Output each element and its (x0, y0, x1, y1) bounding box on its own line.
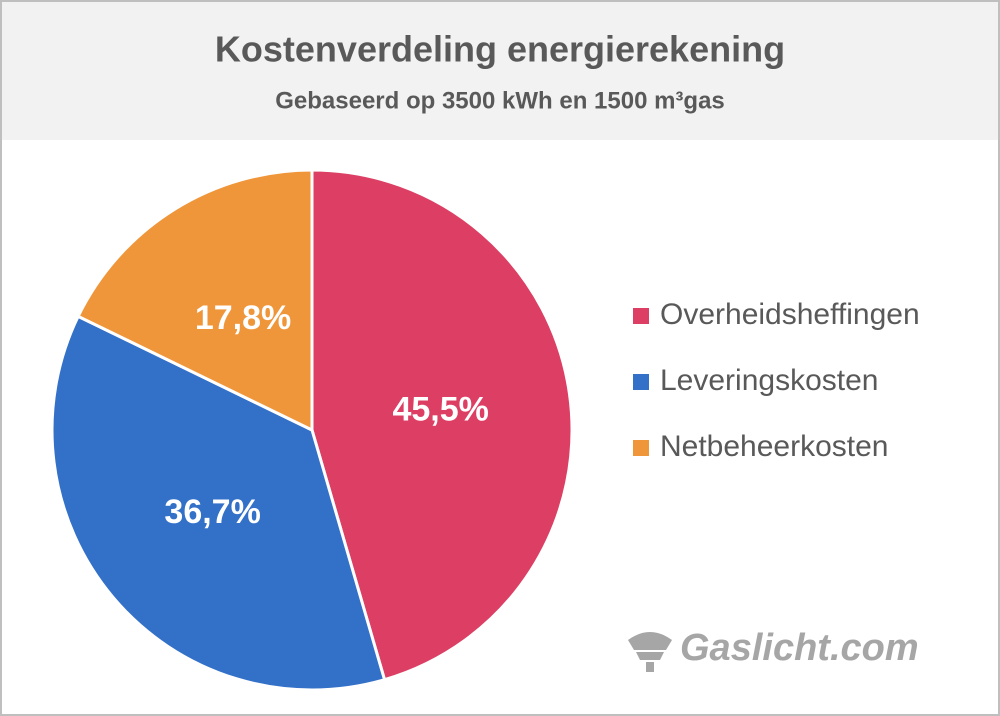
pie-slice (50, 314, 387, 692)
header (2, 2, 998, 140)
data-label: 36,7% (164, 493, 260, 531)
chart-title: Kostenverdeling energierekening (215, 29, 785, 70)
legend-label: Leveringskosten (660, 364, 878, 397)
data-label: 45,5% (392, 391, 488, 429)
data-label: 17,8% (195, 299, 291, 337)
chart-subtitle: Gebaseerd op 3500 kWh en 1500 m³gas (275, 87, 725, 114)
legend-label: Netbeheerkosten (660, 430, 889, 463)
pie-slice (310, 168, 574, 682)
legend-swatch (633, 308, 649, 324)
legend-swatch (633, 374, 649, 390)
legend-label: Overheidsheffingen (660, 298, 920, 331)
legend-swatch (633, 440, 649, 456)
pie-slice (76, 168, 314, 433)
watermark: Gaslicht.com (680, 627, 919, 669)
watermark-icon (628, 632, 672, 672)
